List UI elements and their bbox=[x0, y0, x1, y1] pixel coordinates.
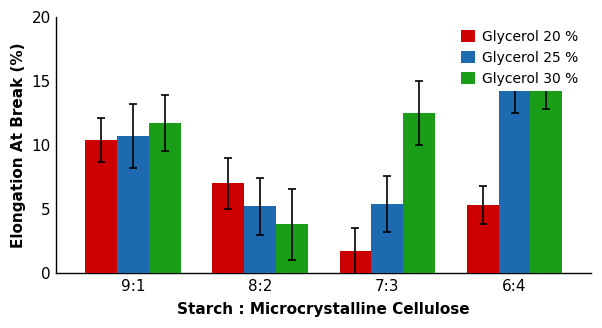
Bar bbox=[213, 183, 244, 273]
Bar bbox=[85, 140, 117, 273]
Legend: Glycerol 20 %, Glycerol 25 %, Glycerol 30 %: Glycerol 20 %, Glycerol 25 %, Glycerol 3… bbox=[456, 24, 584, 91]
Y-axis label: Elongation At Break (%): Elongation At Break (%) bbox=[11, 42, 26, 248]
Bar bbox=[117, 136, 149, 273]
Bar bbox=[244, 206, 276, 273]
X-axis label: Starch : Microcrystalline Cellulose: Starch : Microcrystalline Cellulose bbox=[178, 302, 470, 317]
Bar bbox=[467, 205, 498, 273]
Bar bbox=[403, 113, 435, 273]
Bar bbox=[530, 73, 562, 273]
Bar bbox=[276, 224, 308, 273]
Bar bbox=[340, 251, 371, 273]
Bar bbox=[149, 123, 181, 273]
Bar bbox=[498, 81, 530, 273]
Bar bbox=[371, 204, 403, 273]
